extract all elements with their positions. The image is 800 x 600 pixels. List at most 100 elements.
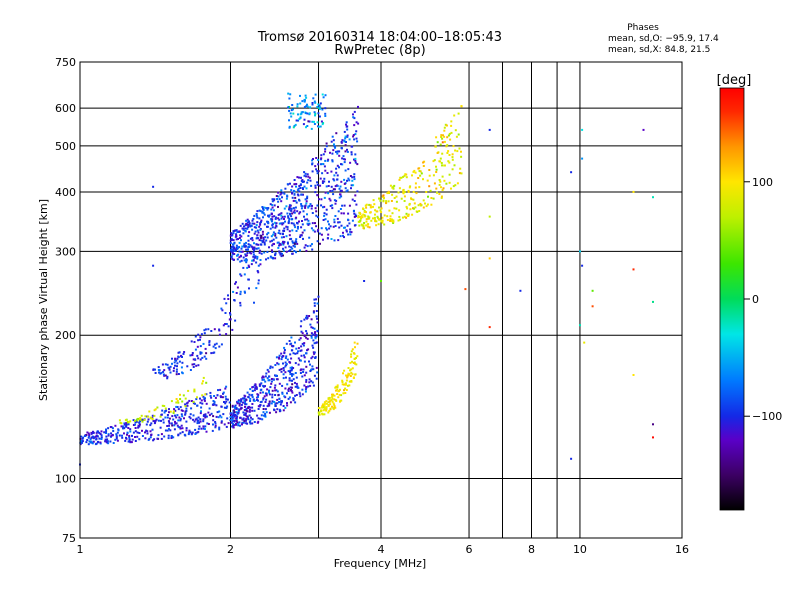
data-point	[296, 210, 299, 213]
data-point	[282, 369, 285, 372]
data-point	[276, 362, 279, 365]
data-point	[315, 310, 318, 312]
data-point	[292, 108, 294, 111]
data-point	[234, 319, 237, 322]
data-point	[282, 236, 285, 239]
data-point	[316, 230, 319, 233]
data-point	[123, 423, 126, 426]
data-point	[353, 341, 356, 344]
data-point	[292, 222, 295, 225]
data-point	[274, 389, 277, 392]
data-point	[262, 240, 265, 243]
data-point	[362, 225, 365, 228]
data-point	[257, 408, 260, 410]
y-tick-label: 400	[55, 186, 76, 199]
data-point	[328, 400, 331, 403]
data-point	[271, 220, 273, 223]
data-point	[245, 241, 247, 244]
data-point	[145, 423, 148, 426]
data-point	[301, 231, 304, 234]
data-point	[233, 299, 236, 301]
data-point	[306, 245, 309, 248]
data-point	[333, 143, 335, 146]
data-point	[301, 223, 304, 226]
data-point	[278, 229, 281, 232]
data-point	[88, 434, 91, 436]
data-point	[321, 163, 324, 165]
data-point	[85, 441, 88, 444]
data-point	[343, 236, 345, 239]
data-point	[345, 125, 348, 128]
data-point	[300, 207, 303, 210]
data-point	[245, 422, 248, 425]
data-point	[322, 219, 325, 221]
data-point	[303, 356, 306, 359]
data-point	[129, 430, 132, 433]
data-point	[425, 191, 428, 193]
data-point	[225, 333, 228, 336]
data-point	[264, 385, 266, 388]
data-point	[245, 403, 248, 406]
data-point	[376, 215, 379, 218]
data-point	[261, 418, 264, 421]
data-point	[324, 107, 327, 110]
data-point	[286, 228, 289, 231]
data-point	[257, 417, 260, 420]
data-point	[188, 415, 191, 418]
data-point	[301, 111, 304, 114]
data-point	[249, 237, 252, 240]
data-point	[274, 403, 277, 406]
data-point	[206, 422, 209, 425]
data-point	[208, 344, 211, 346]
data-point	[313, 304, 316, 307]
data-point	[283, 215, 286, 218]
data-point	[397, 219, 400, 222]
data-point	[450, 131, 453, 134]
data-point	[308, 381, 311, 384]
data-point	[333, 403, 336, 406]
data-point	[246, 218, 249, 221]
data-point	[349, 233, 352, 236]
data-point	[209, 391, 212, 394]
data-point	[229, 312, 231, 314]
data-point	[197, 339, 200, 342]
data-point	[169, 365, 172, 368]
data-point	[157, 369, 160, 371]
data-point	[335, 150, 337, 153]
data-point	[277, 195, 280, 198]
data-point	[268, 375, 271, 378]
data-point	[236, 247, 239, 250]
data-point	[292, 112, 295, 115]
data-point	[652, 196, 654, 199]
data-point	[157, 419, 160, 422]
data-point	[348, 384, 351, 387]
data-point	[273, 204, 276, 207]
data-point	[262, 216, 264, 219]
data-point	[217, 389, 219, 392]
data-point	[255, 243, 258, 246]
data-point	[260, 388, 263, 391]
data-point	[416, 210, 419, 213]
data-point	[262, 207, 264, 210]
data-point	[341, 157, 344, 160]
data-point	[395, 207, 398, 210]
data-point	[127, 421, 130, 424]
data-point	[288, 220, 290, 223]
data-point	[282, 377, 285, 380]
data-point	[195, 364, 198, 367]
data-point	[320, 120, 323, 123]
data-point	[176, 357, 179, 360]
data-point	[252, 218, 255, 220]
data-point	[430, 197, 433, 199]
data-point	[354, 161, 357, 164]
data-point	[220, 307, 223, 310]
data-point	[340, 180, 343, 183]
data-point	[237, 400, 240, 403]
data-point	[299, 102, 302, 105]
data-point	[251, 222, 254, 225]
data-point	[234, 282, 237, 285]
data-point	[288, 119, 290, 122]
data-point	[312, 311, 315, 314]
data-point	[347, 168, 350, 171]
data-point	[225, 385, 228, 388]
